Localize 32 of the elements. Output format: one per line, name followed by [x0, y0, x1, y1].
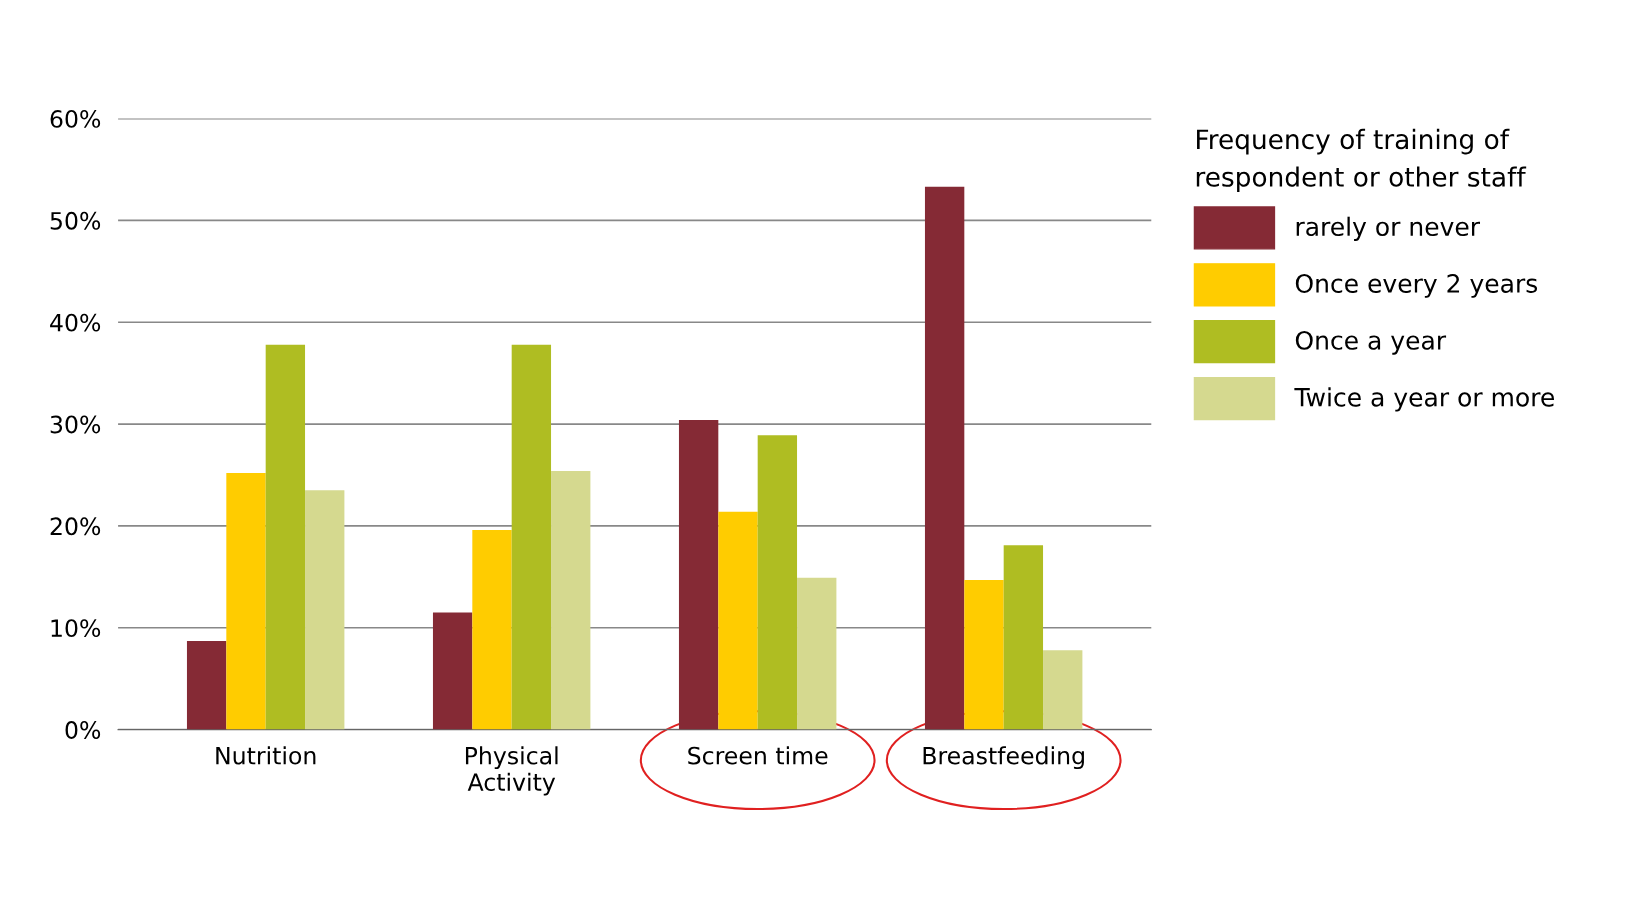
bar	[797, 577, 837, 730]
bar	[472, 529, 512, 730]
x-tick-label: Breastfeeding	[923, 746, 1084, 770]
bar	[1003, 545, 1044, 730]
y-tick-label: 0%	[65, 721, 101, 739]
y-tick-label: 30%	[50, 415, 101, 434]
bar	[432, 612, 473, 730]
y-tick-label: 10%	[51, 619, 101, 638]
bar	[718, 511, 758, 730]
x-tick-label: Screen time	[688, 746, 828, 765]
legend-label: rarely or never	[1296, 216, 1481, 241]
legend-title: Frequency of training of respondent or other staff	[1196, 128, 1527, 192]
bar	[551, 470, 591, 730]
x-tick-label: Nutrition	[216, 746, 316, 765]
y-tick-label: 50%	[50, 211, 101, 230]
legend-label: Twice a year or more	[1294, 387, 1554, 412]
bar	[757, 435, 798, 730]
legend-label: Once a year	[1295, 330, 1447, 355]
y-tick-label: 40%	[50, 313, 101, 332]
legend-label: Once every 2 years	[1295, 274, 1538, 298]
bar	[186, 641, 227, 730]
bar	[964, 579, 1004, 730]
y-tick-label: 20%	[50, 517, 101, 536]
bar	[924, 186, 965, 730]
x-tick-label: Physical Activity	[465, 746, 558, 796]
bar	[511, 344, 552, 730]
bar	[678, 420, 719, 730]
bar	[265, 344, 306, 730]
y-tick-label: 60%	[50, 110, 101, 128]
bar	[1043, 650, 1083, 730]
bar	[305, 490, 345, 730]
bar	[226, 472, 266, 730]
